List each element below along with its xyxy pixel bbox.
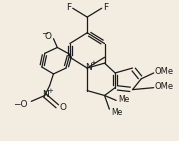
Text: −: − xyxy=(41,29,48,38)
Text: N: N xyxy=(42,90,49,99)
Text: O: O xyxy=(45,32,52,41)
Text: −O: −O xyxy=(13,100,27,109)
Text: F: F xyxy=(66,3,71,12)
Text: Me: Me xyxy=(111,108,123,117)
Text: Me: Me xyxy=(118,95,129,104)
Text: F: F xyxy=(104,3,109,12)
Text: +: + xyxy=(48,88,54,94)
Text: +: + xyxy=(90,60,96,66)
Text: O: O xyxy=(59,103,66,112)
Text: N: N xyxy=(85,63,91,72)
Text: OMe: OMe xyxy=(155,82,174,91)
Text: OMe: OMe xyxy=(155,68,174,76)
